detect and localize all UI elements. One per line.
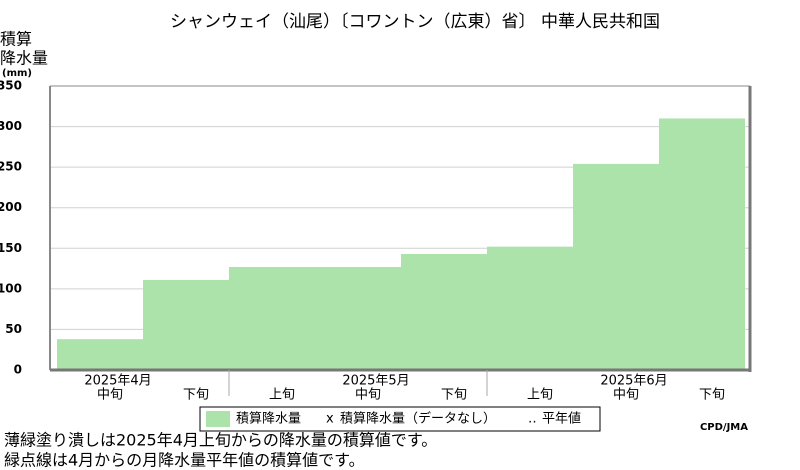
y-tick-label: 350 — [0, 79, 22, 93]
x-tick-label: 中旬 — [97, 388, 123, 403]
x-tick-label: 中旬 — [355, 388, 381, 403]
legend-swatch — [206, 411, 230, 427]
x-tick-label: 上旬 — [269, 388, 295, 403]
bar — [659, 118, 745, 370]
bar — [315, 266, 401, 370]
x-tick-label: 下旬 — [183, 388, 209, 403]
y-tick-label: 100 — [0, 281, 22, 295]
bar — [57, 339, 143, 370]
y-tick-label: 300 — [0, 119, 22, 133]
note: 緑点線は4月からの月降水量平年値の積算値です。 — [4, 451, 365, 470]
y-axis-label: 積算 — [0, 30, 32, 49]
legend-label: 積算降水量 — [236, 412, 301, 427]
x-tick-label: 中旬 — [613, 388, 639, 403]
x-tick-label: 下旬 — [699, 388, 725, 403]
month-label: 2025年6月 — [600, 374, 667, 389]
chart-title: シャンウェイ（汕尾）〔コワントン（広東）省〕 中華人民共和国 — [170, 12, 660, 32]
bar — [401, 253, 487, 370]
y-axis-label: (mm) — [2, 68, 32, 79]
y-tick-label: 250 — [0, 160, 22, 174]
x-tick-label: 下旬 — [441, 388, 467, 403]
month-label: 2025年5月 — [342, 374, 409, 389]
bar — [573, 163, 659, 370]
credit: CPD/JMA — [700, 422, 748, 433]
y-tick-label: 0 — [14, 363, 22, 377]
y-tick-label: 50 — [5, 322, 22, 336]
y-tick-label: 200 — [0, 200, 22, 214]
note: 薄緑塗り潰しは2025年4月上旬からの降水量の積算値です。 — [4, 431, 437, 450]
y-axis-label: 降水量 — [0, 49, 48, 68]
legend-marker: x — [326, 412, 334, 427]
x-tick-label: 上旬 — [527, 388, 553, 403]
y-tick-label: 150 — [0, 241, 22, 255]
legend-box — [199, 406, 601, 432]
bar — [143, 279, 229, 370]
month-label: 2025年4月 — [84, 374, 151, 389]
legend-label: 平年値 — [542, 411, 581, 427]
bar — [229, 266, 315, 370]
bar — [487, 246, 573, 370]
legend-marker: ‥ — [528, 412, 537, 427]
legend-label: 積算降水量（データなし） — [340, 411, 496, 427]
